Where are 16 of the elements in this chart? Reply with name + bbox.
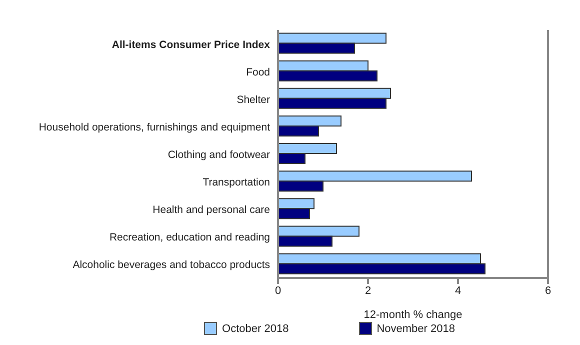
y-tick-label: Health and personal care bbox=[152, 204, 270, 216]
x-tick-label: 0 bbox=[274, 284, 282, 297]
legend-label: October 2018 bbox=[221, 322, 289, 335]
y-tick-label: Clothing and footwear bbox=[168, 149, 270, 161]
y-tick-label: Shelter bbox=[236, 94, 270, 106]
x-tick-label: 6 bbox=[544, 284, 552, 297]
x-tick-label: 2 bbox=[364, 284, 372, 297]
y-tick-label: All-items Consumer Price Index bbox=[112, 38, 270, 51]
y-tick-label: Transportation bbox=[202, 176, 270, 189]
y-tick-label: Household operations, furnishings and equipment bbox=[38, 121, 270, 134]
y-tick-label: Food bbox=[246, 66, 270, 78]
x-axis-title: 12-month % change bbox=[364, 309, 462, 321]
y-tick-label: Alcoholic beverages and tobacco products bbox=[72, 259, 270, 272]
y-tick-label: Recreation, education and reading bbox=[109, 232, 270, 244]
x-tick-label: 4 bbox=[454, 284, 462, 297]
legend-label: November 2018 bbox=[376, 322, 455, 335]
